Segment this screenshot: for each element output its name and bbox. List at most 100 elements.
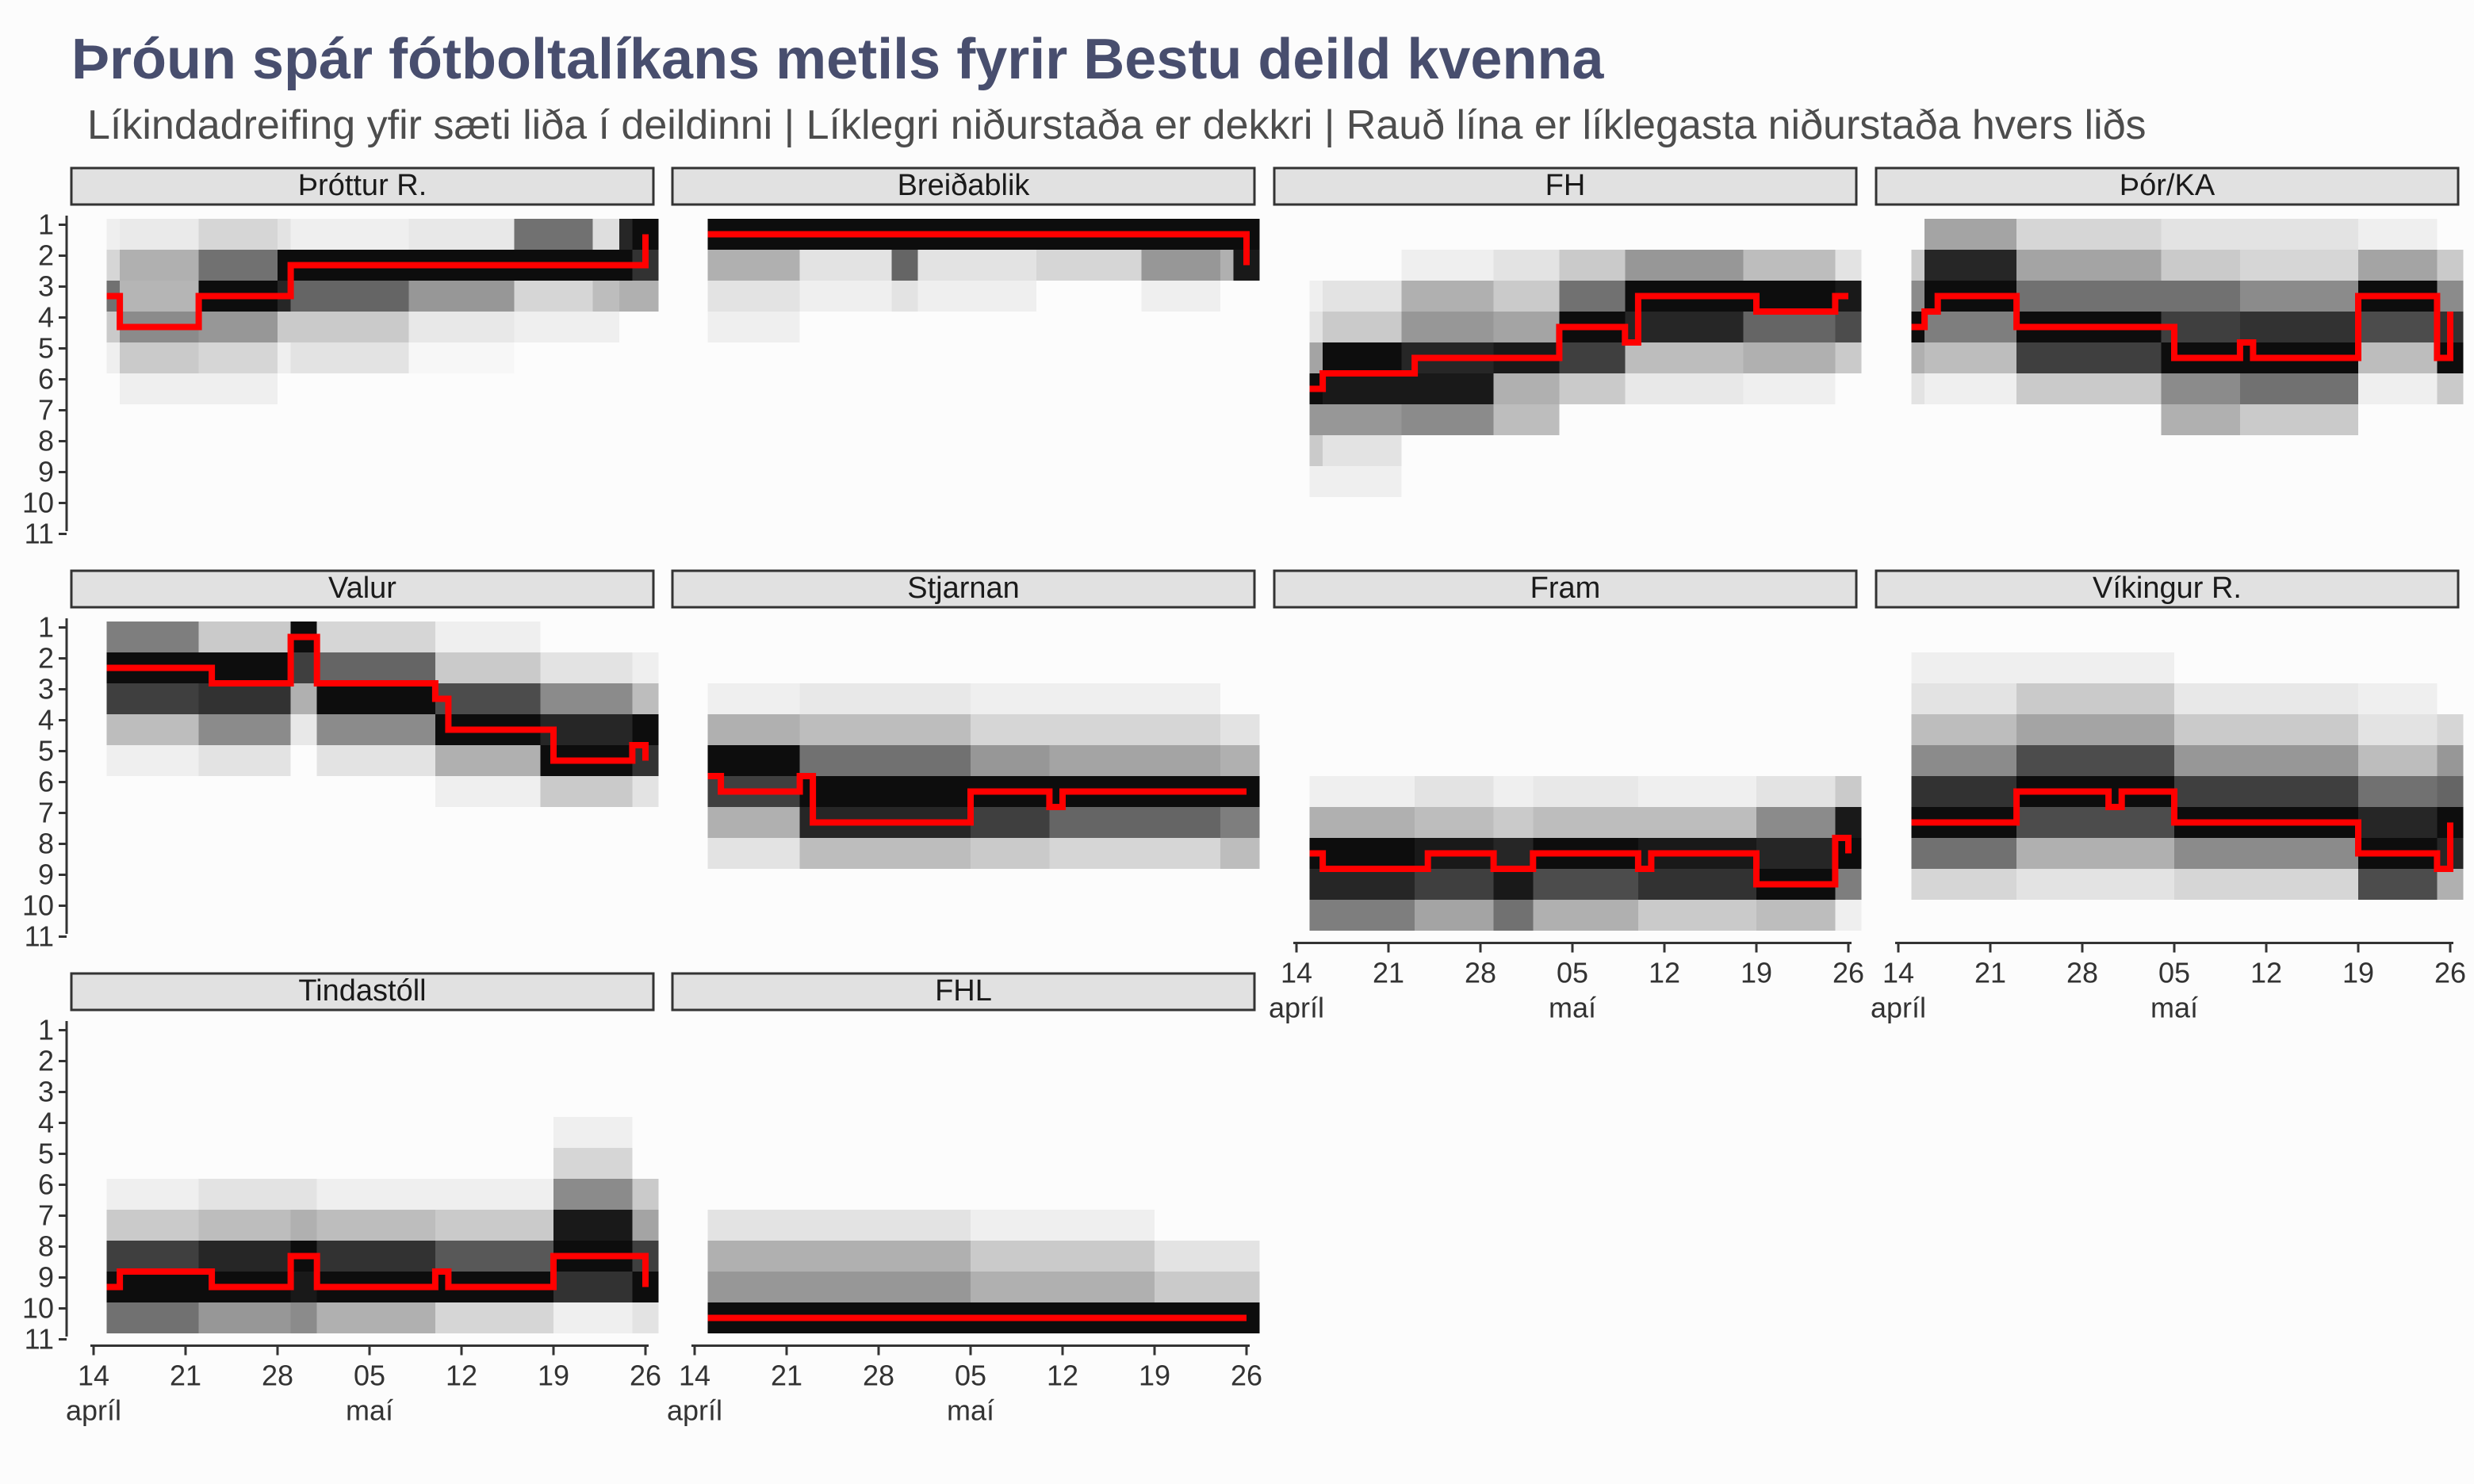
x-tick-label: 28 (1465, 957, 1496, 989)
facet-strip-label: Víkingur R. (2093, 572, 2242, 605)
y-tick-label: 11 (25, 1323, 54, 1356)
heat-cell (2016, 714, 2174, 745)
y-tick-label: 4 (38, 704, 54, 736)
heat-cell (632, 281, 659, 312)
heat-cell (106, 1210, 199, 1241)
heat-cell (707, 1272, 971, 1302)
heat-cell (408, 312, 515, 342)
facet-strip (671, 569, 1256, 609)
heat-cell (1637, 869, 1756, 900)
mode-line (707, 773, 1247, 826)
x-month-label: apríl (667, 1394, 722, 1427)
heat-cell (1415, 807, 1494, 838)
y-tick-label: 3 (38, 673, 54, 706)
y-tick-label: 3 (38, 1076, 54, 1108)
heat-cell (1493, 900, 1534, 931)
heat-cell (2161, 219, 2240, 250)
heat-cell (1309, 281, 1323, 312)
heat-cell (316, 1210, 435, 1241)
heat-cell (290, 1302, 317, 1333)
heat-cell (1049, 714, 1220, 745)
heat-cell (1625, 373, 1744, 404)
heat-cell (2437, 373, 2464, 404)
mode-line (106, 633, 649, 764)
facet-panel: Breiðablik (671, 166, 1260, 342)
heat-cell (1637, 807, 1756, 838)
heat-cell (1835, 250, 1862, 281)
y-tick-label: 4 (38, 301, 54, 334)
heat-cell (1911, 745, 2017, 776)
heat-cell (540, 776, 633, 807)
x-tick-label: 19 (2342, 957, 2374, 989)
heat-cell (1493, 312, 1560, 342)
heat-cell (408, 219, 515, 250)
heat-cell (632, 1302, 659, 1333)
heat-cell (1323, 281, 1402, 312)
heat-cell (2358, 807, 2438, 838)
heat-cell (971, 1210, 1155, 1241)
heat-cell (1559, 342, 1626, 373)
heat-cell (1559, 373, 1626, 404)
heat-cell (553, 1210, 633, 1241)
x-tick-label: 12 (1047, 1360, 1078, 1392)
heat-cell (198, 622, 291, 652)
heat-cell (1220, 807, 1260, 838)
heat-cell (592, 219, 619, 250)
heat-cell (553, 1272, 633, 1302)
heat-cell (971, 714, 1050, 745)
heat-cell (1493, 807, 1534, 838)
heat-cell (106, 683, 199, 714)
heat-cell (1533, 869, 1638, 900)
heat-cell (106, 714, 199, 745)
heat-cell (799, 683, 971, 714)
heat-cell (1415, 869, 1494, 900)
facet-strip-label: FHL (935, 974, 992, 1008)
x-tick-label: 26 (2434, 957, 2466, 989)
heat-cell (1049, 683, 1220, 714)
heat-cell (106, 219, 121, 250)
y-tick-label: 1 (38, 611, 54, 644)
heat-cell (2239, 312, 2358, 342)
facet-strip (671, 166, 1256, 206)
heat-cell (290, 714, 317, 745)
heat-cell (1835, 900, 1862, 931)
heat-cell (120, 250, 199, 281)
heat-cell (1493, 838, 1534, 869)
heat-cell (1493, 776, 1534, 807)
mode-line (1911, 788, 2453, 872)
heat-cell (707, 714, 800, 745)
heat-cell (632, 776, 659, 807)
heat-cell (1924, 219, 2017, 250)
heat-cell (707, 1210, 971, 1241)
heat-cell (1141, 281, 1220, 312)
heat-cell (1743, 373, 1836, 404)
heat-cell (1756, 900, 1836, 931)
heat-cell (971, 683, 1050, 714)
heat-cell (106, 622, 199, 652)
heat-cell (1835, 776, 1862, 807)
heat-cell (2161, 250, 2240, 281)
heat-cell (1756, 807, 1836, 838)
heat-cell (290, 1210, 317, 1241)
chart-title: Þróun spár fótboltalíkans metils fyrir B… (71, 28, 1604, 91)
heat-cell (290, 281, 409, 312)
heat-cell (316, 1302, 435, 1333)
heat-cell (707, 683, 800, 714)
heat-cell (120, 281, 199, 312)
y-tick-label: 2 (38, 1045, 54, 1077)
heat-cell (2016, 219, 2162, 250)
heat-cell (2016, 683, 2174, 714)
heat-cell (1401, 373, 1494, 404)
y-tick-label: 8 (38, 425, 54, 457)
heat-cell (1049, 838, 1220, 869)
heat-cell (198, 312, 278, 342)
heat-cell (290, 652, 317, 683)
facet-strip (70, 166, 655, 206)
x-month-label: apríl (1871, 992, 1926, 1024)
heat-cell (632, 652, 659, 683)
x-tick-label: 21 (771, 1360, 802, 1392)
heat-cell (120, 373, 199, 404)
heat-cell (198, 250, 278, 281)
